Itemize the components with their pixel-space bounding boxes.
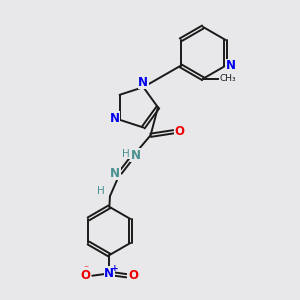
Text: O: O xyxy=(128,269,138,282)
Text: +: + xyxy=(111,264,118,273)
Text: N: N xyxy=(104,267,114,280)
Text: H: H xyxy=(122,149,130,159)
Text: ⁻: ⁻ xyxy=(83,264,88,274)
Text: O: O xyxy=(174,125,184,138)
Text: N: N xyxy=(225,59,236,72)
Text: O: O xyxy=(81,269,91,282)
Text: N: N xyxy=(131,148,141,161)
Text: N: N xyxy=(138,76,148,88)
Text: N: N xyxy=(110,167,120,180)
Text: N: N xyxy=(110,112,120,125)
Text: H: H xyxy=(97,186,105,196)
Text: CH₃: CH₃ xyxy=(219,74,236,83)
